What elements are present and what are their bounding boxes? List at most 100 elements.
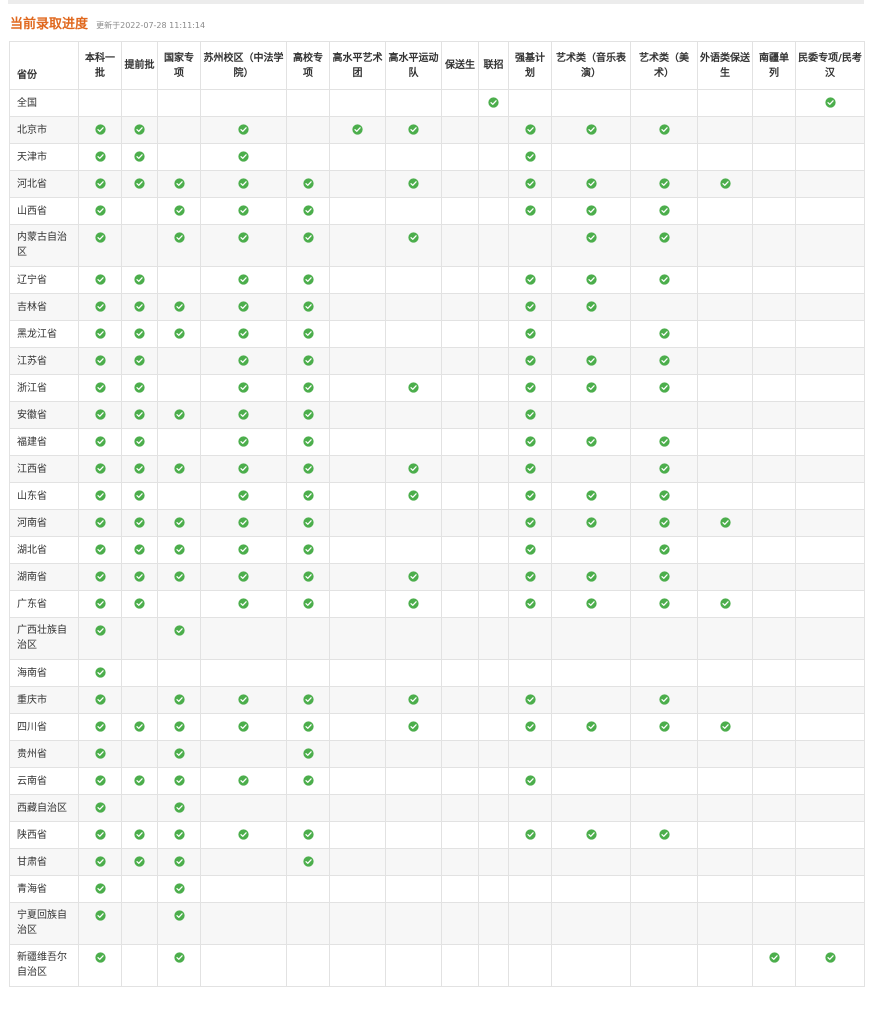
check-circle-icon <box>238 571 249 582</box>
status-cell <box>551 293 631 321</box>
table-header: 省份 本科一批 提前批 国家专项 苏州校区（中法学院） 高校专项 高水平艺术团 高水平运动队保… <box>9 41 865 90</box>
status-cell <box>551 848 631 876</box>
status-cell <box>78 509 122 537</box>
status-cell <box>508 482 552 510</box>
status-cell <box>752 590 796 618</box>
status-cell <box>441 713 479 741</box>
check-circle-icon <box>658 355 670 366</box>
check-circle-icon <box>238 328 249 339</box>
status-cell <box>385 293 442 321</box>
status-cell <box>508 767 552 795</box>
check-circle-icon <box>524 571 536 582</box>
check-circle-icon <box>238 151 249 162</box>
check-circle-icon <box>134 409 145 420</box>
status-cell <box>121 455 158 483</box>
status-cell <box>441 401 479 429</box>
status-cell <box>121 713 158 741</box>
status-cell <box>508 875 552 903</box>
province-name: 内蒙古自治区 <box>9 224 79 267</box>
table-row: 内蒙古自治区 <box>9 224 865 267</box>
status-cell <box>121 767 158 795</box>
check-circle-icon <box>302 178 314 189</box>
status-cell <box>121 794 158 822</box>
check-circle-icon <box>408 721 419 732</box>
status-cell <box>551 686 631 714</box>
status-cell <box>478 821 509 849</box>
status-cell <box>630 848 698 876</box>
check-circle-icon <box>94 409 106 420</box>
status-cell <box>630 374 698 402</box>
status-cell <box>508 794 552 822</box>
status-cell <box>478 428 509 456</box>
status-cell <box>200 902 287 945</box>
status-cell <box>752 401 796 429</box>
check-circle-icon <box>524 328 536 339</box>
status-cell <box>157 848 201 876</box>
check-circle-icon <box>238 694 249 705</box>
status-cell <box>200 266 287 294</box>
status-cell <box>551 659 631 687</box>
province-name: 新疆维吾尔自治区 <box>9 944 79 987</box>
status-cell <box>795 482 865 510</box>
check-circle-icon <box>658 463 670 474</box>
admission-progress-table: 省份 本科一批 提前批 国家专项 苏州校区（中法学院） 高校专项 高水平艺术团 高水平运动队保… <box>9 41 865 987</box>
check-circle-icon <box>94 571 106 582</box>
status-cell <box>508 347 552 375</box>
status-cell <box>795 563 865 591</box>
table-row: 福建省 <box>9 428 865 456</box>
check-circle-icon <box>238 490 249 501</box>
status-cell <box>200 455 287 483</box>
status-cell <box>157 902 201 945</box>
status-cell <box>385 197 442 225</box>
status-cell <box>121 590 158 618</box>
status-cell <box>478 401 509 429</box>
check-circle-icon <box>524 124 536 135</box>
status-cell <box>385 482 442 510</box>
status-cell <box>630 143 698 171</box>
status-cell <box>385 686 442 714</box>
check-circle-icon <box>524 178 536 189</box>
status-cell <box>478 617 509 660</box>
check-circle-icon <box>524 274 536 285</box>
province-name: 青海省 <box>9 875 79 903</box>
status-cell <box>286 794 330 822</box>
province-name: 黑龙江省 <box>9 320 79 348</box>
status-cell <box>329 686 386 714</box>
column-header: 苏州校区（中法学院） <box>200 41 287 90</box>
status-cell <box>157 563 201 591</box>
status-cell <box>329 224 386 267</box>
status-cell <box>78 116 122 144</box>
status-cell <box>441 536 479 564</box>
check-circle-icon <box>173 544 185 555</box>
status-cell <box>441 902 479 945</box>
status-cell <box>78 686 122 714</box>
status-cell <box>157 455 201 483</box>
check-circle-icon <box>302 436 314 447</box>
province-name: 广东省 <box>9 590 79 618</box>
column-header: 艺术类（音乐表演） <box>551 41 631 90</box>
table-row: 浙江省 <box>9 374 865 402</box>
status-cell <box>551 143 631 171</box>
status-cell <box>551 590 631 618</box>
check-circle-icon <box>238 517 249 528</box>
status-cell <box>795 89 865 117</box>
status-cell <box>286 944 330 987</box>
check-circle-icon <box>585 490 597 501</box>
status-cell <box>78 875 122 903</box>
status-cell <box>200 536 287 564</box>
status-cell <box>121 89 158 117</box>
status-cell <box>508 320 552 348</box>
status-cell <box>478 848 509 876</box>
status-cell <box>157 713 201 741</box>
status-cell <box>200 794 287 822</box>
status-cell <box>795 293 865 321</box>
status-cell <box>697 266 753 294</box>
status-cell <box>630 767 698 795</box>
status-cell <box>795 821 865 849</box>
check-circle-icon <box>658 544 670 555</box>
status-cell <box>697 686 753 714</box>
check-circle-icon <box>238 829 249 840</box>
status-cell <box>329 293 386 321</box>
status-cell <box>752 224 796 267</box>
status-cell <box>385 266 442 294</box>
